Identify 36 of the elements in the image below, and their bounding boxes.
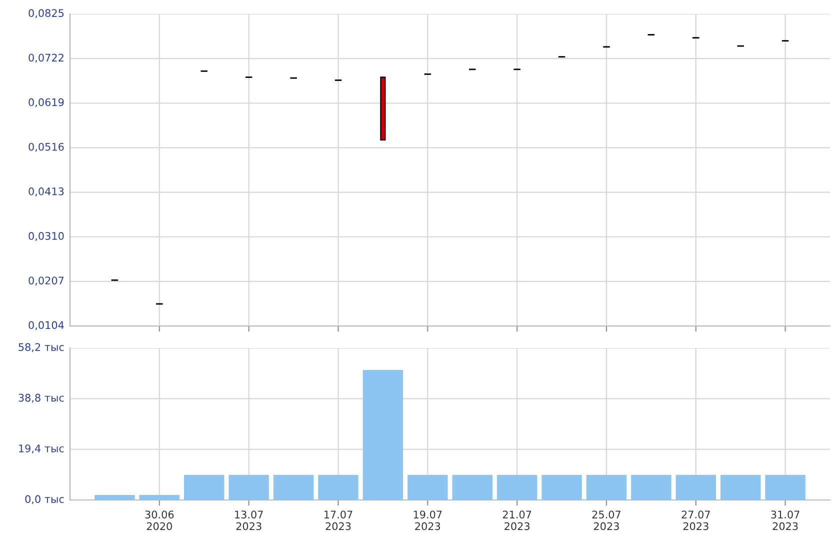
y-tick-label: 0,0207 <box>28 276 64 286</box>
bar <box>408 474 448 500</box>
x-tick-label: 25.07 2023 <box>592 510 620 530</box>
bar <box>452 474 492 500</box>
bar <box>184 474 224 500</box>
bar <box>765 474 806 500</box>
y-tick-label: 0,0825 <box>28 9 64 18</box>
bar <box>318 474 358 500</box>
x-tick-label: 21.07 2023 <box>502 510 532 530</box>
x-tick-label: 31.07 2023 <box>771 510 800 530</box>
y-tick-label: 0,0104 <box>28 321 64 330</box>
y-tick-label: 0,0619 <box>28 98 64 108</box>
x-tick-label: 27.07 2023 <box>682 510 710 530</box>
bar <box>94 495 135 500</box>
y-tick-label: 0,0310 <box>28 232 64 241</box>
bar <box>720 474 761 500</box>
x-tick-label: 17.07 2023 <box>324 510 352 530</box>
x-tick-label: 19.07 2023 <box>414 510 442 530</box>
x-tick-label: 30.06 2020 <box>145 510 174 530</box>
bar <box>676 474 716 500</box>
bar <box>631 474 672 500</box>
bar <box>586 474 627 500</box>
y-tick-label: 0,0722 <box>28 54 64 63</box>
y-tick-label: 0,0413 <box>28 187 64 196</box>
bar <box>228 474 269 500</box>
y-tick-label: 38,8 тыс <box>18 394 64 403</box>
y-tick-label: 0,0 тыс <box>25 495 64 504</box>
y-tick-label: 0,0516 <box>28 142 64 152</box>
y-tick-label: 58,2 тыс <box>18 343 64 352</box>
bar <box>273 474 314 500</box>
bar <box>362 370 404 500</box>
x-tick-label: 13.07 2023 <box>235 510 263 530</box>
y-tick-label: 19,4 тыс <box>19 444 64 454</box>
bar <box>496 474 538 500</box>
bar <box>542 474 582 500</box>
bar <box>139 495 180 500</box>
